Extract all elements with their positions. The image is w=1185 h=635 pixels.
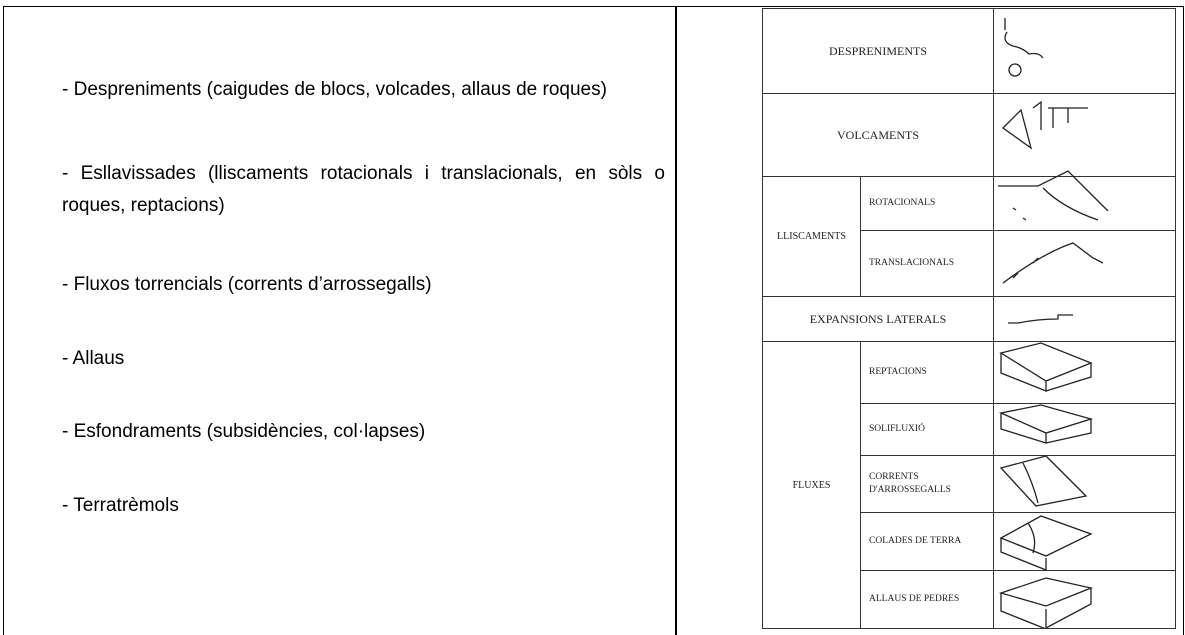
sketch-creep xyxy=(999,342,1093,392)
image-cell xyxy=(993,570,1176,629)
category: LLISCAMENTS xyxy=(762,176,861,297)
sketch-rockfall xyxy=(998,577,1094,628)
sketch-earthflow xyxy=(999,515,1093,571)
list-item: - Esfondraments (subsidències, col·lapse… xyxy=(62,421,426,442)
list-item: - Esllavissades (lliscaments rotacionals… xyxy=(62,163,665,216)
subtype: ROTACIONALS xyxy=(860,176,994,231)
sketch-rotational xyxy=(998,170,1109,221)
sketch-fall xyxy=(1004,18,1044,59)
subtype: SOLIFLUXIÓ xyxy=(860,403,994,456)
sketch-topple xyxy=(1001,100,1088,150)
category: FLUXES xyxy=(762,341,861,629)
subtype: COLADES DE TERRA xyxy=(860,512,994,571)
list-item: - Allaus xyxy=(62,348,125,369)
sketch-lateral xyxy=(1008,314,1073,324)
sketch-fall xyxy=(1008,63,1022,77)
list-item: - Despreniments (caigudes de blocs, volc… xyxy=(62,79,607,100)
sketch-debris xyxy=(999,455,1088,507)
sketches xyxy=(998,18,1109,628)
right-column xyxy=(675,6,1184,635)
subtype: ALLAUS DE PEDRES xyxy=(860,570,994,629)
list-item: - Terratrèmols xyxy=(62,495,179,516)
category: EXPANSIONS LATERALS xyxy=(762,296,994,342)
subtype: CORRENTS D'ARROSSEGALLS xyxy=(860,455,994,513)
sketch-solifluction xyxy=(998,404,1094,444)
category: DESPRENIMENTS xyxy=(762,8,994,94)
sketch-translational xyxy=(1002,242,1104,284)
outer-table xyxy=(3,6,677,635)
subtype: REPTACIONS xyxy=(860,341,994,404)
list-item: - Fluxos torrencials (corrents d’arrosse… xyxy=(62,274,432,295)
category: VOLCAMENTS xyxy=(762,93,994,177)
subtype: TRANSLACIONALS xyxy=(860,230,994,297)
